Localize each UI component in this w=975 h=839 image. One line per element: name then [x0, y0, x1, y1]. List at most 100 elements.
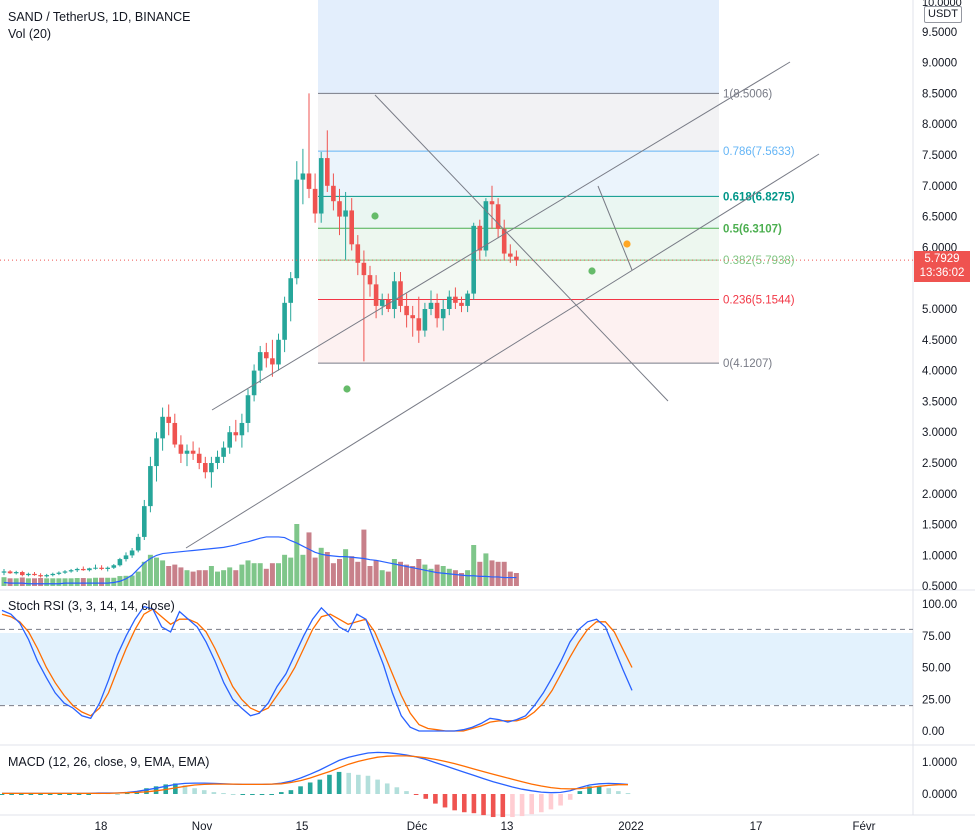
candle-body — [1, 571, 7, 573]
macd-histogram-bar — [47, 794, 53, 795]
volume-bar — [343, 549, 349, 586]
candle-body — [343, 210, 348, 217]
candle-body — [26, 573, 31, 576]
candle-body — [135, 536, 141, 551]
candle-body — [117, 559, 123, 566]
volume-bar — [208, 566, 214, 586]
macd-histogram-bar — [278, 792, 284, 794]
fib-level-label: 0.786(7.5633) — [723, 146, 795, 158]
candle-body — [428, 302, 434, 309]
price-tick-label: 1.0000 — [922, 550, 957, 562]
candle-body — [203, 463, 208, 473]
volume-bar — [337, 559, 342, 586]
candle-body — [38, 575, 43, 577]
macd-histogram-bar — [394, 787, 400, 794]
candle-body — [440, 309, 446, 319]
candle-body — [300, 173, 306, 180]
macd-histogram-bar — [423, 794, 429, 799]
macd-histogram-bar — [539, 794, 544, 813]
candle-body — [465, 293, 470, 306]
volume-bar — [276, 563, 281, 586]
fibonacci-retracement[interactable]: 1(8.5006) 0.786(7.5633) 0.618(6.8275) 0.5(6… — [318, 88, 795, 370]
macd-histogram-bar — [327, 774, 332, 794]
volume-bar — [495, 561, 501, 586]
macd-title[interactable]: MACD (12, 26, close, 9, EMA, EMA) — [8, 755, 210, 769]
candlestick-series — [1, 93, 519, 578]
volume-bar — [379, 570, 385, 586]
fib-level-label: 1(8.5006) — [723, 88, 772, 100]
volume-bar — [19, 577, 25, 586]
candle-body — [508, 253, 513, 257]
candle-body — [251, 370, 257, 396]
price-tick-label: 6.5000 — [922, 212, 957, 224]
candle-body — [398, 281, 403, 306]
fib-zone — [318, 151, 719, 197]
price-tick-label: 3.5000 — [922, 396, 957, 408]
macd-histogram-bar — [38, 794, 43, 795]
volume-bar — [404, 564, 410, 586]
volume-bar — [391, 559, 397, 586]
volume-bar — [178, 567, 184, 586]
bar-countdown: 13:36:02 — [919, 267, 965, 279]
macd-histogram-bar — [182, 785, 188, 794]
candle-body — [93, 567, 98, 569]
candle-body — [349, 210, 354, 245]
macd-histogram-bar — [144, 788, 149, 794]
currency-selector[interactable]: USDT — [924, 6, 962, 23]
stoch-tick-label: 50.00 — [922, 663, 951, 675]
candle-body — [74, 568, 80, 571]
candle-body — [501, 228, 507, 254]
macd-histogram-bar — [28, 794, 34, 795]
volume-bar — [422, 564, 428, 586]
volume-bar — [373, 560, 379, 586]
price-tick-label: 8.0000 — [922, 119, 957, 131]
macd-histogram-bar — [365, 775, 371, 794]
candle-body — [148, 466, 153, 507]
macd-histogram-bar — [9, 794, 14, 795]
descending-trend-line — [374, 94, 669, 402]
macd-tick-label: 1.0000 — [922, 757, 957, 769]
volume-bar — [123, 575, 129, 586]
candle-body — [50, 573, 56, 576]
candle-body — [276, 339, 281, 365]
macd-histogram-bar — [558, 794, 563, 806]
chart-background — [0, 0, 975, 816]
signal-dot — [623, 240, 631, 248]
volume-bar — [507, 571, 513, 586]
trend-line-drawings[interactable] — [0, 61, 913, 549]
candle-body — [209, 463, 214, 473]
macd-histogram-bar — [86, 794, 91, 795]
candle-body — [221, 447, 226, 457]
volume-indicator-title[interactable]: Vol (20) — [8, 27, 52, 41]
short-trend-line — [597, 185, 633, 271]
volume-bar — [56, 578, 62, 586]
candle-body — [306, 173, 312, 189]
candle-body — [166, 416, 171, 423]
symbol-title[interactable]: SAND / TetherUS, 1D, BINANCE — [8, 10, 191, 24]
volume-bar — [50, 578, 56, 586]
volume-bar — [74, 578, 80, 586]
candle-body — [56, 572, 62, 574]
volume-bar — [398, 561, 403, 586]
candle-body — [81, 568, 86, 571]
volume-bar — [38, 578, 44, 586]
fib-level-label: 0.618(6.8275) — [723, 191, 795, 203]
volume-bar — [294, 524, 300, 586]
macd-histogram-bar — [211, 792, 217, 794]
stoch-tick-label: 25.00 — [922, 694, 951, 706]
volume-bar — [68, 578, 74, 586]
channel-upper-line — [211, 61, 791, 411]
candle-body — [160, 416, 165, 439]
stoch-rsi-title[interactable]: Stoch RSI (3, 3, 14, 14, close) — [8, 599, 175, 613]
volume-bar — [385, 571, 391, 586]
macd-signal-line — [2, 755, 628, 795]
volume-bar — [361, 529, 367, 586]
candle-body — [312, 188, 318, 214]
volume-bar — [489, 560, 495, 586]
fib-zone-top — [318, 0, 719, 95]
macd-histogram-bar — [529, 794, 534, 815]
time-tick-label: 15 — [296, 821, 309, 833]
price-tick-label: 9.0000 — [922, 58, 957, 70]
candle-body — [142, 506, 147, 537]
